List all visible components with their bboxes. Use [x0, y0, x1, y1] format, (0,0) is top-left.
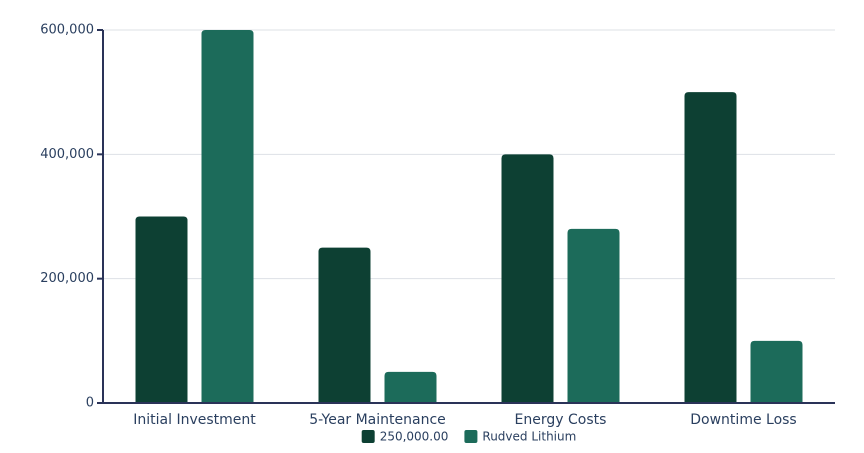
y-tick-label: 400,000	[40, 147, 94, 162]
y-tick-label: 0	[86, 396, 94, 411]
legend-label: 250,000.00	[380, 430, 449, 444]
bar	[684, 92, 737, 404]
x-tick-label: Energy Costs	[515, 412, 607, 428]
legend-swatch	[464, 430, 478, 443]
y-tick-label: 600,000	[40, 23, 94, 38]
x-tick-label: 5-Year Maintenance	[309, 412, 446, 428]
bar	[384, 371, 437, 403]
bar	[750, 340, 803, 403]
x-tick-label: Initial Investment	[133, 412, 256, 428]
bar	[567, 228, 620, 403]
x-tick-label: Downtime Loss	[690, 412, 796, 428]
legend-label: Rudved Lithium	[482, 430, 576, 444]
legend: 250,000.00 Rudved Lithium	[361, 430, 576, 444]
legend-swatch	[361, 430, 375, 443]
bar	[201, 30, 254, 403]
bar	[135, 216, 188, 403]
bar	[501, 154, 554, 403]
y-tick-label: 200,000	[40, 271, 94, 286]
bar	[318, 247, 371, 403]
